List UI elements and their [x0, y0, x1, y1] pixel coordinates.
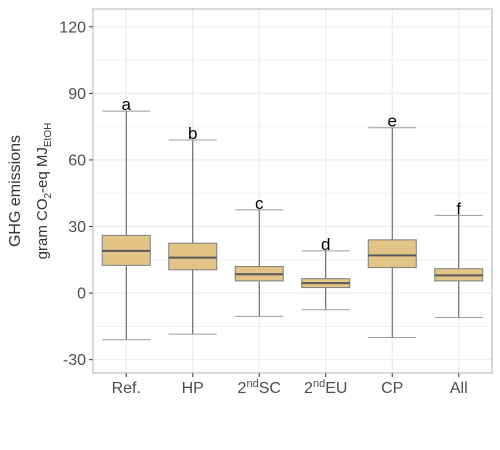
box-group: b [168, 124, 218, 335]
y-tick-label: 0 [77, 286, 86, 303]
y-tick-label: -30 [63, 352, 86, 369]
box-group: d [301, 235, 351, 311]
significance-letter: f [456, 199, 461, 218]
y-axis: -30 0 30 60 90 120 [59, 19, 93, 369]
y-tick-label: 90 [68, 86, 86, 103]
y-axis-title-line2: gram CO2-eq MJEtOH [34, 123, 54, 260]
y-tick-label: 60 [68, 152, 86, 169]
box-group: a [101, 95, 151, 341]
x-tick-label: Ref. [112, 380, 141, 397]
significance-letter: b [188, 124, 197, 143]
panel-background [93, 9, 492, 373]
significance-letter: e [388, 112, 397, 131]
y-tick-label: 120 [59, 19, 86, 36]
significance-letter: d [321, 235, 330, 254]
x-tick-label: HP [182, 380, 204, 397]
panel-border [92, 8, 493, 374]
y-tick-label: 30 [68, 219, 86, 236]
significance-letter: c [255, 194, 264, 213]
box-series: a b c d e f [101, 95, 484, 341]
box-iqr [367, 239, 417, 269]
x-tick-label: All [450, 380, 468, 397]
x-tick-label: 2ndSC [238, 378, 281, 397]
y-axis-title-line1: GHG emissions [7, 135, 24, 247]
x-tick-label: CP [381, 380, 403, 397]
x-axis: Ref. HP 2ndSC 2ndEU CP All [112, 373, 468, 397]
box-iqr [168, 242, 218, 271]
box-group: c [234, 194, 284, 317]
box-group: f [434, 199, 484, 319]
x-tick-label: 2ndEU [304, 378, 347, 397]
significance-letter: a [122, 95, 132, 114]
box-group: e [367, 112, 417, 338]
